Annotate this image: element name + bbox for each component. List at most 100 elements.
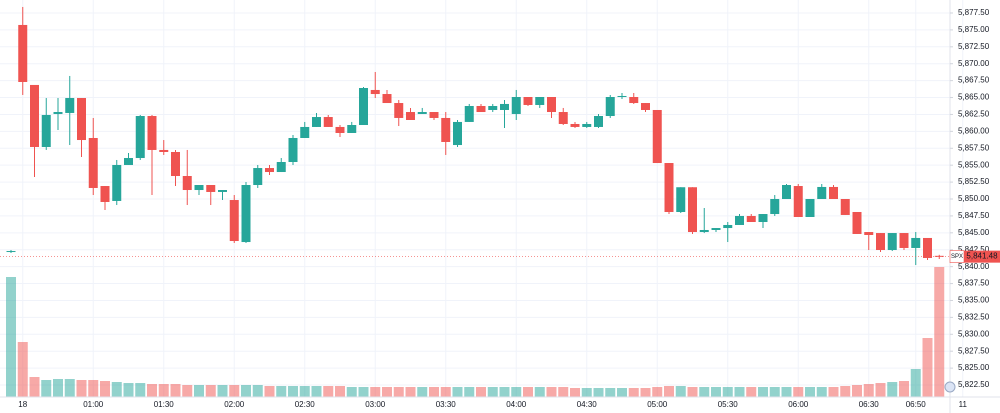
x-tick-label: 05:00 bbox=[647, 400, 668, 409]
candle-body bbox=[382, 94, 392, 104]
volume-bar bbox=[805, 387, 815, 397]
volume-bar bbox=[452, 387, 463, 397]
volume-bar bbox=[664, 386, 674, 397]
candle-body bbox=[664, 163, 674, 212]
candle-body bbox=[288, 137, 298, 163]
candle-body bbox=[253, 168, 263, 186]
volume-bar bbox=[793, 387, 804, 397]
volume-bar bbox=[852, 385, 862, 397]
candle-body bbox=[88, 137, 98, 188]
candle-body bbox=[570, 123, 580, 127]
volume-bar bbox=[76, 380, 87, 397]
volume-bar bbox=[711, 387, 721, 397]
candle-body bbox=[194, 185, 204, 191]
price-tag bbox=[964, 250, 1000, 263]
volume-bar bbox=[734, 387, 745, 397]
volume-bar bbox=[123, 383, 134, 397]
candle-body bbox=[582, 123, 592, 127]
volume-bar bbox=[699, 387, 710, 397]
candle-body bbox=[347, 125, 357, 133]
y-tick-label: 5,832.50 bbox=[958, 312, 990, 321]
volume-bar bbox=[628, 388, 639, 397]
volume-bar bbox=[229, 385, 240, 397]
volume-bar bbox=[288, 386, 298, 397]
x-tick-label: 06:00 bbox=[788, 400, 809, 409]
candle-body bbox=[406, 112, 415, 120]
candle-body bbox=[500, 103, 509, 110]
volume-bar bbox=[511, 387, 522, 397]
y-tick-label: 5,822.50 bbox=[958, 380, 990, 389]
candle-body bbox=[594, 116, 603, 127]
y-tick-label: 5,850.00 bbox=[958, 194, 990, 203]
volume-bar bbox=[158, 384, 169, 397]
volume-bar bbox=[17, 342, 28, 397]
volume-bar bbox=[922, 338, 933, 397]
candle-body bbox=[629, 97, 639, 104]
x-tick-label: 01:30 bbox=[154, 400, 175, 409]
candle-body bbox=[723, 224, 733, 229]
candle-body bbox=[241, 185, 251, 243]
candle-body bbox=[147, 116, 157, 150]
candle-body bbox=[934, 255, 944, 257]
candle-body bbox=[911, 237, 921, 248]
candle-body bbox=[923, 237, 932, 258]
volume-bar bbox=[382, 387, 392, 397]
candle-body bbox=[18, 24, 28, 82]
y-tick-label: 5,827.50 bbox=[958, 346, 990, 355]
candle-body bbox=[65, 98, 75, 113]
candle-body bbox=[77, 98, 86, 141]
volume-bar bbox=[194, 385, 204, 397]
y-tick-label: 5,870.00 bbox=[958, 59, 990, 68]
candle-body bbox=[429, 112, 439, 118]
volume-bar bbox=[323, 386, 334, 397]
y-tick-label: 5,875.00 bbox=[958, 25, 990, 34]
last-price-label: 5,841.48 bbox=[966, 252, 998, 261]
candle-body bbox=[370, 89, 380, 95]
candle-body bbox=[805, 199, 815, 218]
candle-body bbox=[735, 215, 744, 225]
candle-body bbox=[793, 186, 803, 218]
x-tick-label: 01:00 bbox=[83, 400, 104, 409]
volume-bar bbox=[100, 381, 110, 397]
candle-body bbox=[30, 84, 39, 147]
volume-bar bbox=[523, 387, 533, 397]
x-tick-label: 06:50 bbox=[906, 400, 927, 409]
volume-pane bbox=[6, 267, 945, 397]
candle-body bbox=[688, 187, 697, 233]
candle-body bbox=[511, 97, 521, 114]
y-tick-label: 5,825.00 bbox=[958, 363, 990, 372]
volume-bar bbox=[934, 267, 945, 397]
volume-bar bbox=[440, 387, 451, 397]
volume-bar bbox=[687, 387, 698, 397]
volume-bar bbox=[593, 388, 604, 397]
axes: 5,822.50 5,825.00 5,827.50 5,830.00 5,832.50… bbox=[18, 8, 1000, 409]
candle-body bbox=[218, 190, 227, 192]
candle-body bbox=[112, 164, 122, 201]
volume-bar bbox=[581, 388, 592, 397]
candle-body bbox=[312, 117, 321, 127]
candle-body bbox=[159, 149, 169, 152]
volume-bar bbox=[53, 379, 63, 397]
candle-body bbox=[6, 251, 16, 253]
volume-bar bbox=[205, 385, 216, 397]
candle-body bbox=[476, 105, 486, 113]
x-tick-label: 04:30 bbox=[577, 400, 598, 409]
candle-body bbox=[441, 117, 451, 142]
candle-body bbox=[547, 97, 556, 113]
candle-body bbox=[782, 185, 791, 200]
y-tick-label: 5,835.00 bbox=[958, 296, 990, 305]
candle-body bbox=[417, 112, 427, 114]
y-tick-label: 5,855.00 bbox=[958, 160, 990, 169]
candle-body bbox=[182, 176, 192, 191]
volume-bar bbox=[299, 386, 310, 397]
candles bbox=[0, 6, 950, 266]
y-tick-label: 5,857.50 bbox=[958, 143, 990, 152]
volume-bar bbox=[217, 385, 228, 397]
x-tick-label: 05:30 bbox=[718, 400, 739, 409]
candle-body bbox=[265, 168, 274, 173]
volume-bar bbox=[605, 388, 616, 397]
volume-bar bbox=[652, 387, 663, 397]
candle-body bbox=[335, 126, 345, 133]
x-tick-label: 04:00 bbox=[506, 400, 527, 409]
